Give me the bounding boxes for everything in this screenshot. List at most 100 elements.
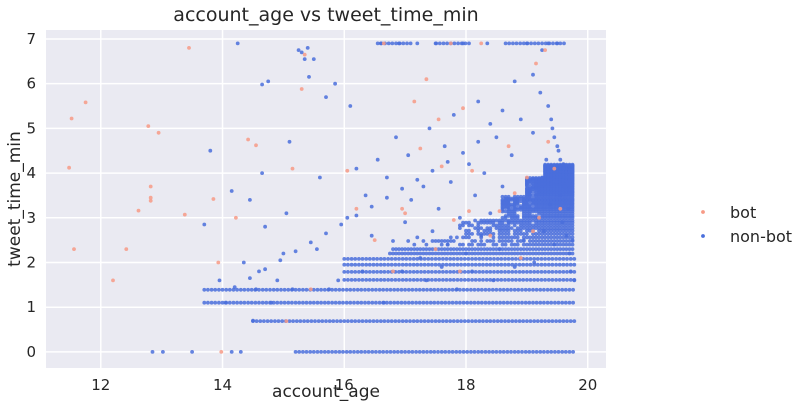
non-bot-point <box>458 226 462 231</box>
non-bot-point <box>479 233 484 238</box>
non-bot-point <box>315 247 319 252</box>
non-bot-point <box>269 300 274 305</box>
non-bot-point <box>470 278 474 282</box>
non-bot-point <box>506 226 511 231</box>
non-bot-point <box>415 41 420 46</box>
non-bot-point <box>532 260 537 265</box>
non-bot-point <box>534 247 538 252</box>
non-bot-point <box>549 226 554 231</box>
non-bot-point <box>452 41 457 46</box>
non-bot-point <box>572 278 577 283</box>
non-bot-point <box>558 223 563 228</box>
non-bot-point <box>479 251 484 256</box>
non-bot-point <box>550 278 555 282</box>
non-bot-point <box>439 265 444 269</box>
non-bot-point <box>291 319 295 323</box>
x-tick-label: 16 <box>335 376 354 394</box>
non-bot-point <box>534 218 538 223</box>
non-bot-point <box>377 300 382 305</box>
non-bot-point <box>311 57 316 61</box>
non-bot-point <box>322 300 327 305</box>
bot-point <box>400 206 404 211</box>
non-bot-point <box>567 228 572 233</box>
non-bot-point <box>447 287 451 292</box>
non-bot-point <box>370 300 375 305</box>
non-bot-point <box>531 226 535 231</box>
non-bot-point <box>357 257 361 261</box>
non-bot-point <box>512 265 517 269</box>
non-bot-point <box>539 270 544 274</box>
non-bot-point <box>459 257 463 261</box>
non-bot-point <box>451 319 456 323</box>
non-bot-point <box>485 239 490 243</box>
non-bot-point <box>488 319 493 323</box>
non-bot-point <box>448 257 453 261</box>
non-bot-point <box>375 278 379 282</box>
non-bot-point <box>451 270 456 274</box>
non-bot-point <box>499 262 504 267</box>
non-bot-point <box>316 319 321 323</box>
non-bot-point <box>336 278 341 283</box>
non-bot-point <box>567 247 572 252</box>
non-bot-point <box>540 226 544 231</box>
non-bot-point <box>375 262 379 267</box>
non-bot-point <box>558 232 563 236</box>
non-bot-point <box>331 319 336 323</box>
non-bot-point <box>311 300 316 305</box>
non-bot-point <box>503 257 507 261</box>
non-bot-point <box>263 224 267 229</box>
non-bot-point <box>491 247 496 252</box>
non-bot-point <box>364 262 369 267</box>
non-bot-point <box>346 278 350 282</box>
non-bot-point <box>415 177 420 182</box>
non-bot-point <box>505 287 510 292</box>
non-bot-point <box>501 350 506 354</box>
non-bot-point <box>346 257 350 261</box>
non-bot-point <box>455 319 460 323</box>
non-bot-point <box>494 242 499 247</box>
non-bot-point <box>430 229 435 234</box>
bot-point <box>124 247 129 252</box>
non-bot-point <box>445 247 450 252</box>
non-bot-point <box>248 276 252 280</box>
non-bot-point <box>516 287 521 292</box>
non-bot-point <box>494 218 499 223</box>
non-bot-point <box>491 218 496 223</box>
non-bot-point <box>557 319 562 323</box>
non-bot-point <box>400 186 404 191</box>
chart-title: account_age vs tweet_time_min <box>173 4 478 26</box>
non-bot-point <box>414 287 418 292</box>
non-bot-point <box>568 269 573 274</box>
non-bot-point <box>540 41 544 46</box>
non-bot-point <box>444 257 449 261</box>
non-bot-point <box>371 270 376 274</box>
non-bot-point <box>558 41 563 46</box>
non-bot-point <box>561 242 566 247</box>
bot-point <box>381 41 386 46</box>
non-bot-point <box>382 319 387 323</box>
bot-point <box>148 184 153 189</box>
non-bot-point <box>265 319 270 323</box>
non-bot-point <box>441 319 445 323</box>
non-bot-point <box>448 262 453 267</box>
non-bot-point <box>353 262 358 267</box>
non-bot-point <box>531 193 535 198</box>
non-bot-point <box>424 251 429 256</box>
non-bot-point <box>381 287 386 292</box>
non-bot-point <box>404 262 409 267</box>
non-bot-point <box>570 223 575 228</box>
non-bot-point <box>448 319 453 323</box>
non-bot-point <box>484 319 489 323</box>
non-bot-point <box>518 232 523 236</box>
non-bot-point <box>543 262 547 267</box>
non-bot-point <box>397 41 401 46</box>
non-bot-point <box>535 270 540 274</box>
non-bot-point <box>461 251 465 256</box>
non-bot-point <box>401 41 406 46</box>
non-bot-point <box>467 235 471 240</box>
non-bot-point <box>400 278 405 282</box>
non-bot-point <box>363 300 367 305</box>
non-bot-point <box>367 319 372 323</box>
non-bot-point <box>229 189 234 193</box>
legend-label-non-bot: non-bot <box>730 227 792 246</box>
